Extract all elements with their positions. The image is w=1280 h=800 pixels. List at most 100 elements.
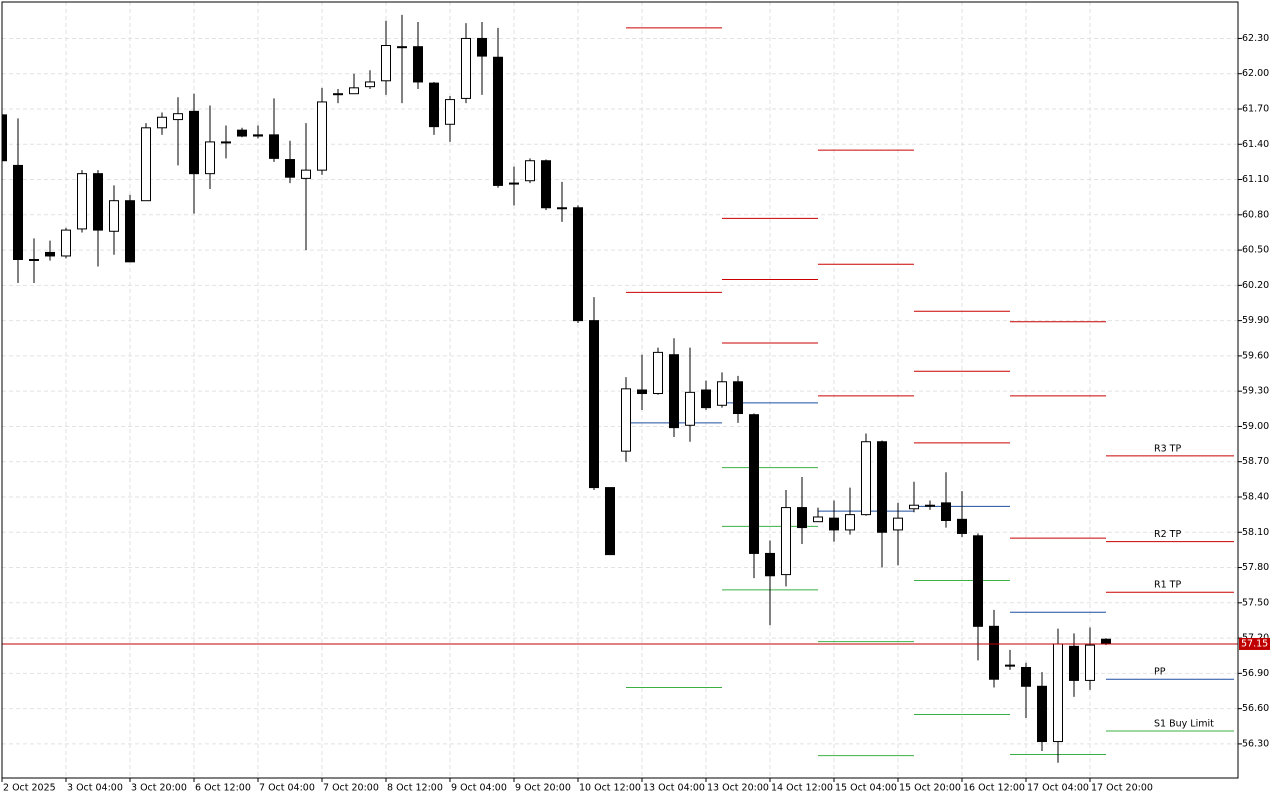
- candle-body: [237, 129, 247, 137]
- x-tick-label: 2 Oct 2025: [3, 783, 56, 794]
- candle-body: [845, 514, 855, 531]
- candle-body: [1085, 644, 1095, 681]
- candle-body: [333, 93, 343, 96]
- candle-body: [45, 251, 55, 257]
- candle-body: [1021, 666, 1031, 687]
- candle-body: [525, 160, 535, 182]
- level-label: R1 TP: [1154, 580, 1181, 591]
- y-tick-label: 56.30: [1242, 738, 1269, 749]
- x-tick-label: 15 Oct 20:00: [899, 783, 961, 794]
- y-tick-label: 58.40: [1242, 491, 1269, 502]
- candle-body: [285, 159, 295, 178]
- x-tick-label: 13 Oct 20:00: [707, 783, 769, 794]
- candle-body: [157, 116, 167, 129]
- grid: [2, 2, 1238, 778]
- last-price-label: 57.15: [1241, 638, 1268, 649]
- level-label: R3 TP: [1154, 443, 1181, 454]
- candle-body: [301, 169, 311, 179]
- candle-body: [477, 37, 487, 57]
- candle-body: [685, 391, 695, 426]
- candle-body: [909, 504, 919, 510]
- candle-body: [653, 351, 663, 395]
- x-tick-label: 14 Oct 12:00: [771, 783, 833, 794]
- y-tick-label: 59.30: [1242, 386, 1269, 397]
- x-tick-label: 9 Oct 04:00: [451, 783, 507, 794]
- candle-body: [733, 381, 743, 415]
- candle-body: [317, 101, 327, 171]
- plot-area: R3 TP R2 TP R1 TP PP S1 Buy Limit: [2, 14, 1238, 763]
- y-tick-label: 61.40: [1242, 139, 1269, 150]
- candle-body: [93, 173, 103, 231]
- level-label: S1 Buy Limit: [1154, 718, 1214, 729]
- y-tick-label: 61.10: [1242, 174, 1269, 185]
- candle-body: [221, 141, 231, 144]
- y-tick-label: 56.60: [1242, 703, 1269, 714]
- candle-body: [829, 517, 839, 531]
- candle-body: [957, 518, 967, 534]
- y-tick-label: 59.60: [1242, 350, 1269, 361]
- y-tick-label: 60.80: [1242, 209, 1269, 220]
- candle-body: [973, 535, 983, 627]
- candle-body: [413, 46, 423, 83]
- x-tick-label: 17 Oct 04:00: [1027, 783, 1089, 794]
- candle-body: [109, 200, 119, 232]
- candle-body: [557, 207, 567, 210]
- candle-body: [61, 229, 71, 257]
- candle-body: [925, 504, 935, 507]
- candle-body: [589, 320, 599, 489]
- candle-body: [861, 441, 871, 516]
- y-tick-label: 62.00: [1242, 68, 1269, 79]
- x-tick-label: 9 Oct 20:00: [515, 783, 571, 794]
- x-tick-label: 3 Oct 20:00: [131, 783, 187, 794]
- level-label: PP: [1154, 667, 1166, 678]
- candle-body: [445, 99, 455, 125]
- x-tick-label: 3 Oct 04:00: [67, 783, 123, 794]
- candle-body: [29, 258, 39, 261]
- candle-body: [205, 141, 215, 175]
- candle-body: [989, 625, 999, 680]
- candle-body: [813, 516, 823, 523]
- y-tick-label: 56.90: [1242, 668, 1269, 679]
- candle-body: [509, 182, 519, 185]
- candle-body: [269, 134, 279, 159]
- candle-body: [1053, 643, 1063, 743]
- y-tick-label: 61.70: [1242, 103, 1269, 114]
- candle-body: [189, 110, 199, 175]
- y-tick-label: 60.20: [1242, 280, 1269, 291]
- y-tick-label: 59.00: [1242, 421, 1269, 432]
- y-tick-label: 60.50: [1242, 245, 1269, 256]
- candle-body: [893, 517, 903, 531]
- candle-body: [637, 389, 647, 395]
- plot-frame: [1, 1, 1239, 779]
- candle-body: [573, 207, 583, 322]
- candle-body: [461, 37, 471, 99]
- axes: 62.30 62.00 61.70 61.40 61.10 60.80 60.50 60.20…: [1, 33, 1270, 794]
- candle-body: [749, 414, 759, 554]
- candle-body: [1069, 645, 1079, 681]
- last-price-box: [1239, 637, 1270, 650]
- x-tick-label: 8 Oct 12:00: [387, 783, 443, 794]
- candle-body: [621, 388, 631, 452]
- y-tick-label: 59.90: [1242, 315, 1269, 326]
- candle-body: [253, 134, 263, 137]
- candle-body: [349, 87, 359, 95]
- candle-body: [717, 381, 727, 406]
- candle-body: [701, 389, 711, 409]
- candle-body: [605, 487, 615, 556]
- candle-body: [1101, 638, 1111, 645]
- x-tick-label: 13 Oct 04:00: [643, 783, 705, 794]
- candle-body: [397, 46, 407, 49]
- candle-body: [1037, 685, 1047, 743]
- x-tick-label: 10 Oct 12:00: [579, 783, 641, 794]
- y-tick-label: 58.10: [1242, 527, 1269, 538]
- candle-body: [877, 441, 887, 533]
- y-tick-label: 57.50: [1242, 597, 1269, 608]
- candle-body: [765, 552, 775, 577]
- x-tick-label: 6 Oct 12:00: [195, 783, 251, 794]
- candle-body: [669, 354, 679, 429]
- candle-body: [141, 127, 151, 202]
- x-tick-label: 16 Oct 12:00: [963, 783, 1025, 794]
- candle-body: [493, 56, 503, 186]
